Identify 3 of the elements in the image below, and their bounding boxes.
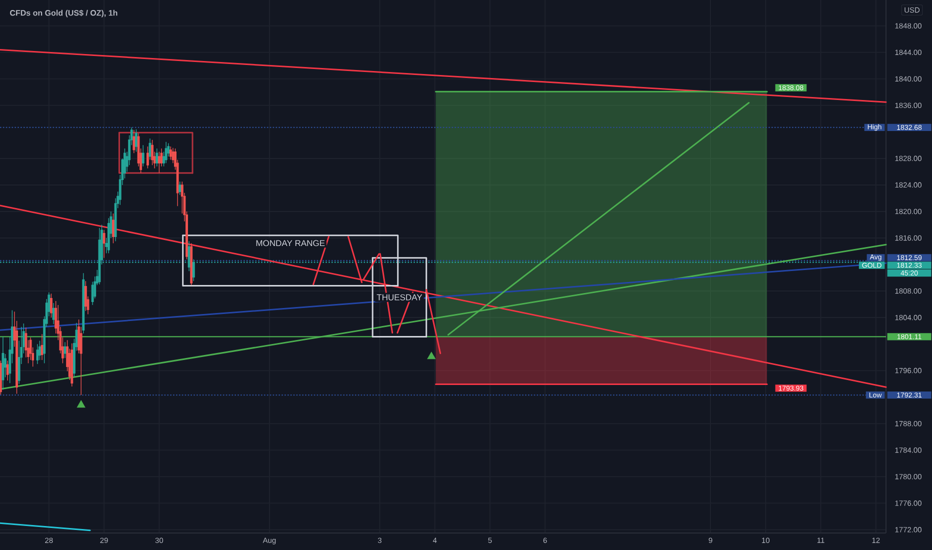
series-label: MONDAY RANGE <box>256 240 325 246</box>
series-label: THUESDAY <box>376 294 422 300</box>
text: CFDs on Gold (US$ / OZ), 1h <box>10 10 118 18</box>
